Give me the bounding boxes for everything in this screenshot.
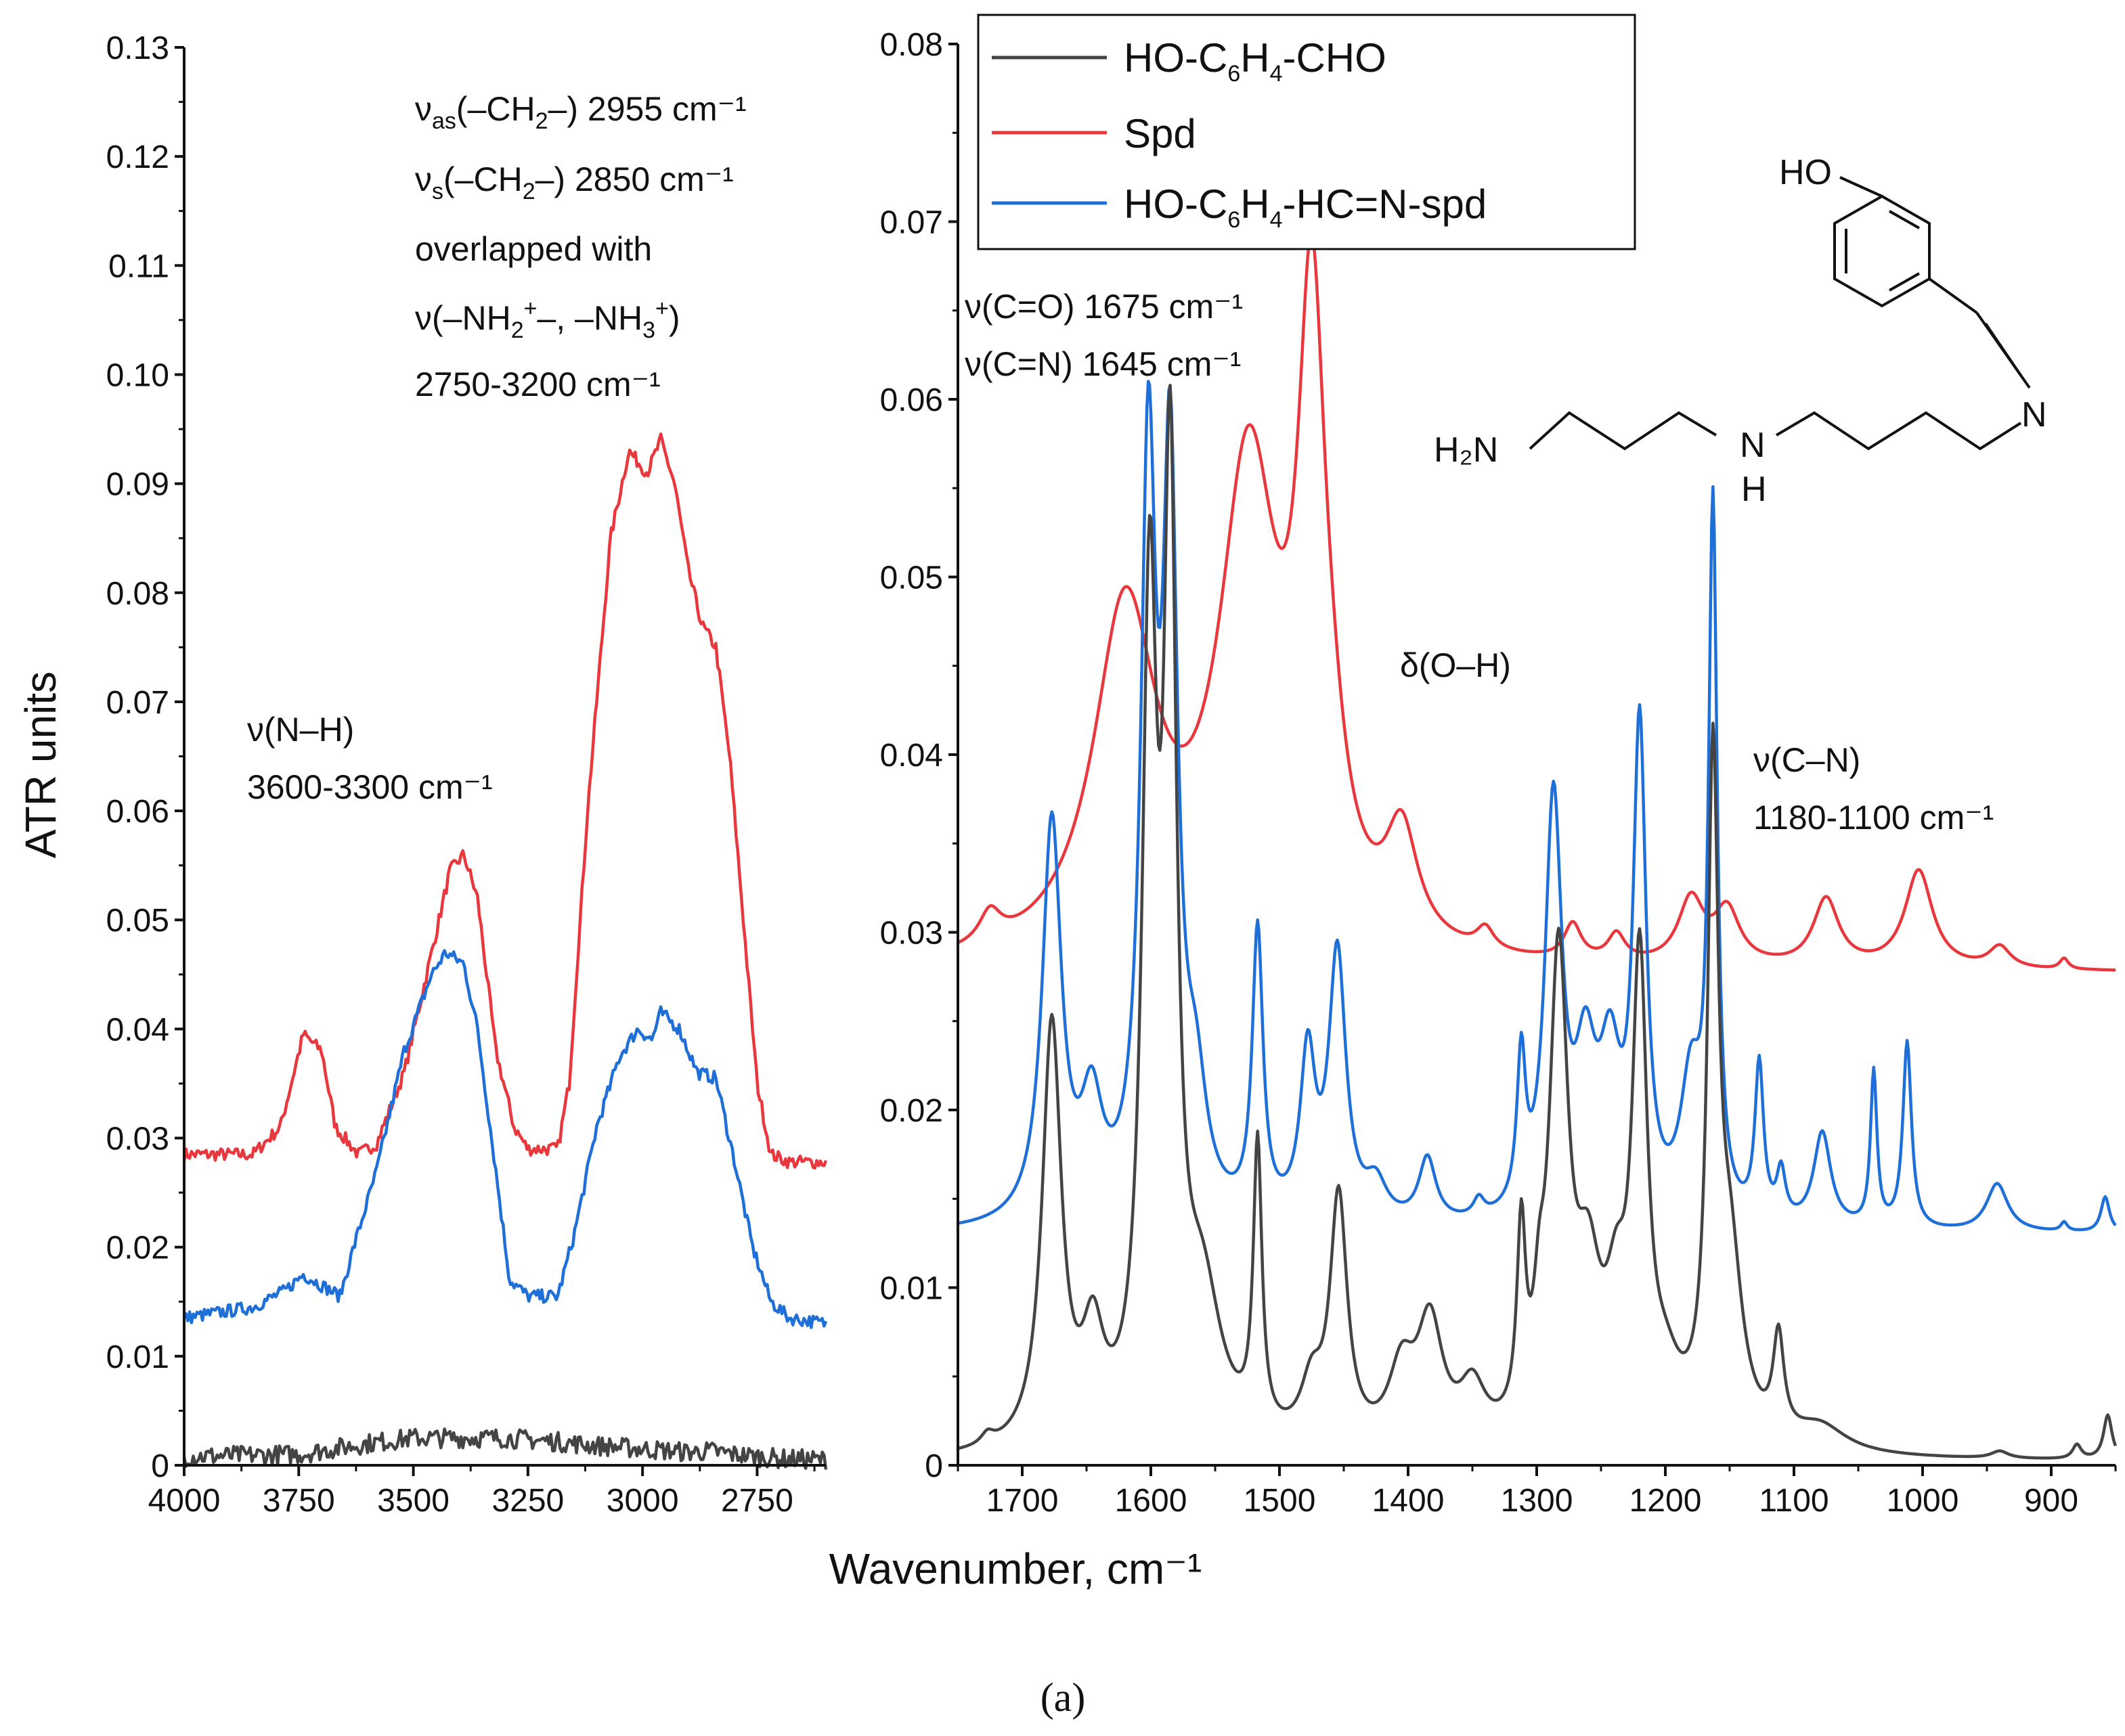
legend-label-spd: Spd bbox=[1124, 111, 1196, 156]
annotation-ammonium-range: 2750-3200 cm⁻¹ bbox=[415, 365, 661, 403]
ring-inner-bond-2 bbox=[1889, 272, 1920, 292]
annotation-oh-bend: δ(O–H) bbox=[1400, 646, 1511, 684]
right-xtick-label: 1400 bbox=[1372, 1483, 1445, 1519]
structure-nh-h: H bbox=[1741, 470, 1767, 509]
y-axis-label: ATR units bbox=[16, 671, 65, 858]
annotation-cn-range: 1180-1100 cm⁻¹ bbox=[1753, 799, 1994, 837]
left-xtick-label: 3250 bbox=[491, 1483, 564, 1519]
left-ytick-label: 0.04 bbox=[106, 1012, 169, 1048]
annotation-overlapped: overlapped with bbox=[415, 230, 652, 268]
right-ytick-label: 0.04 bbox=[880, 738, 943, 774]
left-ytick-label: 0.13 bbox=[106, 30, 169, 66]
annotation-ch2-asym-sub: as bbox=[432, 108, 456, 134]
x-axis-label: Wavenumber, cm⁻¹ bbox=[829, 1544, 1202, 1593]
legend-label-aldehyde: HO-C6H4-CHO bbox=[1124, 35, 1386, 87]
spermidine-chain-1 bbox=[1529, 411, 1717, 451]
right-y-ticks: 0 0.01 0.02 0.03 0.04 0.05 0.06 0.07 0.08 bbox=[880, 27, 958, 1484]
bond-ring-ch bbox=[1928, 277, 1978, 314]
right-ytick-label: 0.02 bbox=[880, 1093, 943, 1129]
left-ytick-label: 0.09 bbox=[106, 467, 169, 503]
right-ytick-label: 0.08 bbox=[880, 27, 943, 63]
left-series-spd bbox=[182, 432, 828, 1170]
annotation-nh-range: 3600-3300 cm⁻¹ bbox=[247, 768, 493, 806]
left-ytick-label: 0.12 bbox=[106, 139, 169, 175]
right-xtick-label: 1600 bbox=[1115, 1483, 1187, 1519]
left-series-group bbox=[182, 432, 828, 1470]
panel-label: (a) bbox=[1040, 1675, 1086, 1720]
structure-ho: HO bbox=[1779, 153, 1832, 192]
right-ytick-label: 0.07 bbox=[880, 205, 943, 241]
right-xtick-label: 1500 bbox=[1244, 1483, 1316, 1519]
legend: HO-C6H4-CHO Spd HO-C6H4-HC=N-spd bbox=[977, 14, 1636, 250]
left-panel-high-wavenumber: 0 0.01 0.02 0.03 0.04 0.05 0.06 0.07 0.08 0.09 0.1… bbox=[106, 30, 828, 1519]
left-ytick-label: 0.03 bbox=[106, 1121, 169, 1157]
annotation-ch2-sym-sub: s bbox=[432, 179, 443, 204]
left-xtick-label: 3000 bbox=[607, 1483, 679, 1519]
left-y-ticks: 0 0.01 0.02 0.03 0.04 0.05 0.06 0.07 0.08 0.09 0.1… bbox=[106, 30, 184, 1484]
right-series-ho-c6h4-hc-n-spd bbox=[957, 380, 2117, 1232]
annotation-ch2-asym: νas(–CH2–) 2955 cm⁻¹ bbox=[415, 90, 747, 134]
right-x-ticks: 1700 1600 1500 1400 1300 1200 1100 1000 900 bbox=[957, 1465, 2117, 1519]
left-ytick-label: 0.11 bbox=[108, 248, 169, 284]
ring-inner-bond-1 bbox=[1889, 210, 1920, 229]
right-ytick-label: 0.06 bbox=[880, 382, 943, 418]
left-ytick-label: 0 bbox=[151, 1448, 169, 1484]
right-panel-fingerprint: 0 0.01 0.02 0.03 0.04 0.05 0.06 0.07 0.08 1700 16… bbox=[880, 27, 2118, 1519]
right-xtick-label: 1000 bbox=[1887, 1483, 1959, 1519]
left-ytick-label: 0.05 bbox=[106, 903, 169, 939]
annotation-cn-stretch: ν(C–N) bbox=[1753, 741, 1860, 779]
left-ytick-label: 0.07 bbox=[106, 685, 169, 721]
left-xtick-label: 3500 bbox=[377, 1483, 450, 1519]
right-series-spd bbox=[957, 231, 2116, 972]
right-ytick-label: 0 bbox=[925, 1448, 943, 1484]
chemical-structure: HO N H₂N N H bbox=[1434, 153, 2047, 509]
annotation-co-stretch: ν(C=O) 1675 cm⁻¹ bbox=[965, 288, 1243, 326]
left-ytick-label: 0.02 bbox=[106, 1230, 169, 1266]
left-series-ho-c6h4-hc-n-spd bbox=[183, 949, 828, 1329]
structure-h2n: H₂N bbox=[1434, 430, 1498, 470]
right-series-ho-c6h4-cho bbox=[957, 384, 2118, 1460]
left-xtick-label: 3750 bbox=[263, 1483, 335, 1519]
spermidine-chain-2 bbox=[1775, 411, 2022, 451]
legend-label-schiff-base: HO-C6H4-HC=N-spd bbox=[1124, 181, 1487, 233]
right-xtick-label: 1700 bbox=[986, 1483, 1059, 1519]
right-xtick-label: 900 bbox=[2024, 1483, 2078, 1519]
right-ytick-label: 0.01 bbox=[880, 1271, 943, 1307]
bond-imine-2 bbox=[1984, 322, 2023, 378]
annotation-cn-double: ν(C=N) 1645 cm⁻¹ bbox=[965, 345, 1241, 383]
left-series-ho-c6h4-cho bbox=[182, 1427, 828, 1470]
annotations: ν(N–H) 3600-3300 cm⁻¹ νas(–CH2–) 2955 cm… bbox=[247, 90, 1994, 837]
structure-n-imine: N bbox=[2021, 395, 2047, 435]
left-xtick-label: 2750 bbox=[721, 1483, 793, 1519]
right-xtick-label: 1300 bbox=[1501, 1483, 1573, 1519]
left-xtick-label: 4000 bbox=[148, 1483, 221, 1519]
benzene-ring bbox=[1833, 194, 1931, 308]
left-ytick-label: 0.08 bbox=[106, 576, 169, 612]
annotation-nh-stretch: ν(N–H) bbox=[247, 711, 354, 749]
left-ytick-label: 0.01 bbox=[106, 1339, 169, 1375]
left-ytick-label: 0.10 bbox=[106, 357, 169, 393]
right-xtick-label: 1200 bbox=[1629, 1483, 1702, 1519]
annotation-ch2-sym: νs(–CH2–) 2850 cm⁻¹ bbox=[415, 160, 734, 204]
right-xtick-label: 1100 bbox=[1759, 1483, 1828, 1519]
annotation-ammonium: ν(–NH2+–, –NH3+) bbox=[415, 296, 680, 343]
right-series-group bbox=[957, 231, 2118, 1460]
right-ytick-label: 0.05 bbox=[880, 560, 943, 596]
left-x-ticks: 4000 3750 3500 3250 3000 2750 bbox=[148, 1465, 816, 1519]
structure-nh-n: N bbox=[1740, 426, 1766, 465]
right-ytick-label: 0.03 bbox=[880, 916, 943, 952]
bond-ring-oh bbox=[1839, 176, 1883, 198]
left-ytick-label: 0.06 bbox=[106, 794, 169, 830]
